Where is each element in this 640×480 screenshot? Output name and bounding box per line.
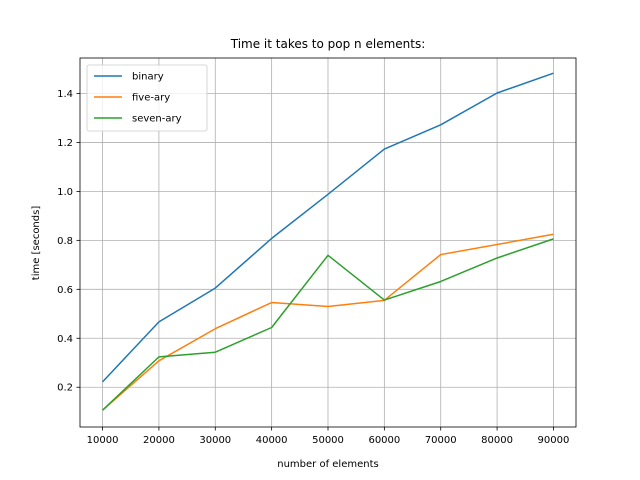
series-line-five-ary [102,233,554,411]
x-axis-label: number of elements [277,459,378,470]
y-axis-label: time [seconds] [31,206,42,281]
x-tick-label: 30000 [199,435,231,446]
y-tick-label: 1.0 [57,187,73,198]
y-tick-label: 0.4 [57,334,73,345]
y-tick-label: 1.2 [57,138,73,149]
legend: binary five-ary seven-ary [86,64,208,132]
x-tick-label: 70000 [425,435,457,446]
x-tick-label: 40000 [256,435,288,446]
series-layer [102,72,554,411]
series-line-binary [102,72,554,383]
grid-lines [80,58,576,427]
series-line-seven-ary [102,238,554,411]
y-tick-label: 0.6 [57,285,73,296]
y-axis-ticks: 0.2 0.4 0.6 0.8 1.0 1.2 1.4 [57,89,80,394]
legend-label-five-ary: five-ary [132,93,170,104]
x-axis-ticks: 10000 20000 30000 40000 50000 60000 70000 80000… [87,427,570,446]
legend-label-binary: binary [132,72,164,83]
y-tick-label: 1.4 [57,89,73,100]
x-tick-label: 20000 [143,435,175,446]
chart-title: Time it takes to pop n elements: [230,37,426,51]
x-tick-label: 50000 [312,435,344,446]
x-tick-label: 60000 [368,435,400,446]
x-tick-label: 10000 [87,435,119,446]
y-tick-label: 0.2 [57,383,73,394]
legend-box [86,64,208,132]
y-tick-label: 0.8 [57,236,73,247]
x-tick-label: 80000 [481,435,513,446]
x-tick-label: 90000 [538,435,570,446]
legend-label-seven-ary: seven-ary [132,114,182,125]
